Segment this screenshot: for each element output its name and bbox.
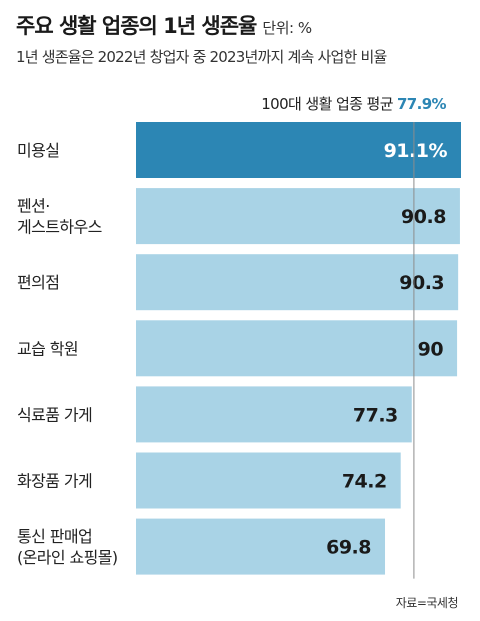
category-label-6-1: (온라인 쇼핑몰)	[17, 548, 118, 567]
category-label-2: 편의점	[17, 273, 59, 292]
source-note: 자료=국세청	[395, 596, 459, 610]
bar-1	[136, 188, 460, 245]
chart-title: 주요 생활 업종의 1년 생존율	[16, 14, 257, 38]
title-row: 주요 생활 업종의 1년 생존율 단위: %	[16, 10, 312, 40]
value-label-1: 90.8	[401, 206, 446, 228]
chart-subtitle: 1년 생존율은 2022년 창업자 중 2023년까지 계속 사업한 비율	[16, 48, 387, 66]
value-label-0: 91.1%	[384, 140, 448, 162]
bar-3	[136, 320, 458, 377]
average-value: 77.9%	[396, 95, 447, 113]
bar-5	[136, 452, 401, 509]
value-label-5: 74.2	[342, 471, 387, 493]
bar-6	[136, 518, 386, 575]
bar-4	[136, 386, 412, 443]
average-label: 100대 생활 업종 평균 77.9%	[261, 93, 446, 114]
category-label-1-0: 펜션·	[17, 197, 50, 216]
value-label-2: 90.3	[399, 272, 444, 294]
bar-2	[136, 254, 459, 311]
value-label-4: 77.3	[353, 404, 398, 426]
category-label-0: 미용실	[17, 141, 59, 160]
category-label-6-0: 통신 판매업	[17, 527, 92, 546]
value-label-3: 90	[418, 338, 444, 360]
value-label-6: 69.8	[326, 537, 371, 559]
bar-0	[136, 122, 461, 178]
category-label-1-1: 게스트하우스	[17, 218, 102, 237]
unit-label: 단위: %	[262, 19, 312, 37]
category-label-5: 화장품 가게	[17, 472, 92, 491]
average-label-text: 100대 생활 업종 평균	[261, 95, 393, 113]
category-label-3: 교습 학원	[17, 339, 78, 358]
category-label-4: 식료품 가게	[17, 405, 92, 424]
